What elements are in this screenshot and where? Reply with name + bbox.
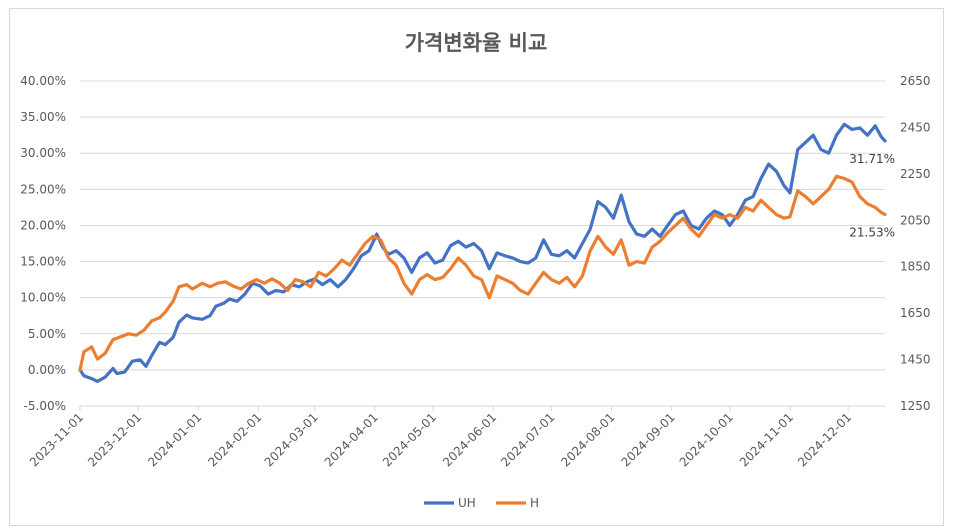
gridlines — [80, 80, 885, 407]
x-tick-label: 2024-07-01 — [498, 410, 557, 469]
y-left-tick-label: 30.00% — [20, 146, 66, 160]
series-line-uh — [78, 122, 887, 383]
legend-label: H — [530, 496, 539, 510]
x-tick-label: 2023-12-01 — [85, 410, 144, 469]
legend-item-uh[interactable]: UH — [424, 496, 476, 510]
x-tick-label: 2024-12-01 — [795, 410, 854, 469]
y-right-tick-label: 1850 — [900, 260, 931, 274]
y-left-tick-label: 35.00% — [20, 110, 66, 124]
end-label-h: 21.53% — [849, 225, 895, 239]
legend-label: UH — [458, 496, 476, 510]
legend-item-h[interactable]: H — [496, 496, 539, 510]
y-right-tick-label: 2450 — [900, 120, 931, 134]
y-right-tick-label: 2050 — [900, 213, 931, 227]
x-tick-label: 2024-05-01 — [380, 410, 439, 469]
y-right-tick-label: 2250 — [900, 167, 931, 181]
chart-title: 가격변화율 비교 — [405, 31, 548, 55]
x-tick-label: 2024-01-01 — [145, 410, 204, 469]
y-axis-left: -5.00% 0.00% 5.00% 10.00% 15.00% 20.00% 25.00%… — [20, 74, 66, 413]
series-lines — [78, 122, 887, 383]
y-left-tick-label: 0.00% — [28, 363, 66, 377]
x-tick-label: 2024-09-01 — [619, 410, 678, 469]
y-axis-right: 1250 1450 1650 1850 2050 2250 2450 2650 — [900, 74, 931, 413]
x-tick-label: 2024-11-01 — [737, 410, 796, 469]
legend[interactable]: UH H — [424, 496, 539, 510]
y-left-tick-label: -5.00% — [24, 399, 66, 413]
y-left-tick-label: 40.00% — [20, 74, 66, 88]
y-right-tick-label: 1250 — [900, 399, 931, 413]
x-tick-label: 2024-08-01 — [558, 410, 617, 469]
series-line-h — [78, 174, 887, 372]
y-right-tick-label: 1450 — [900, 353, 931, 367]
y-right-tick-label: 1650 — [900, 306, 931, 320]
x-tick-label: 2024-06-01 — [440, 410, 499, 469]
x-tick-label: 2023-11-01 — [27, 410, 86, 469]
y-left-tick-label: 20.00% — [20, 218, 66, 232]
y-left-tick-label: 15.00% — [20, 255, 66, 269]
y-left-tick-label: 10.00% — [20, 291, 66, 305]
end-labels: 31.71% 21.53% — [849, 152, 895, 240]
end-label-uh: 31.71% — [849, 152, 895, 166]
chart-frame — [9, 8, 944, 526]
x-tick-label: 2024-03-01 — [262, 410, 321, 469]
x-tick-label: 2024-04-01 — [322, 410, 381, 469]
x-tick-label: 2024-02-01 — [205, 410, 264, 469]
x-tick-label: 2024-10-01 — [677, 410, 736, 469]
y-left-tick-label: 5.00% — [28, 327, 66, 341]
y-left-tick-label: 25.00% — [20, 182, 66, 196]
y-right-tick-label: 2650 — [900, 74, 931, 88]
